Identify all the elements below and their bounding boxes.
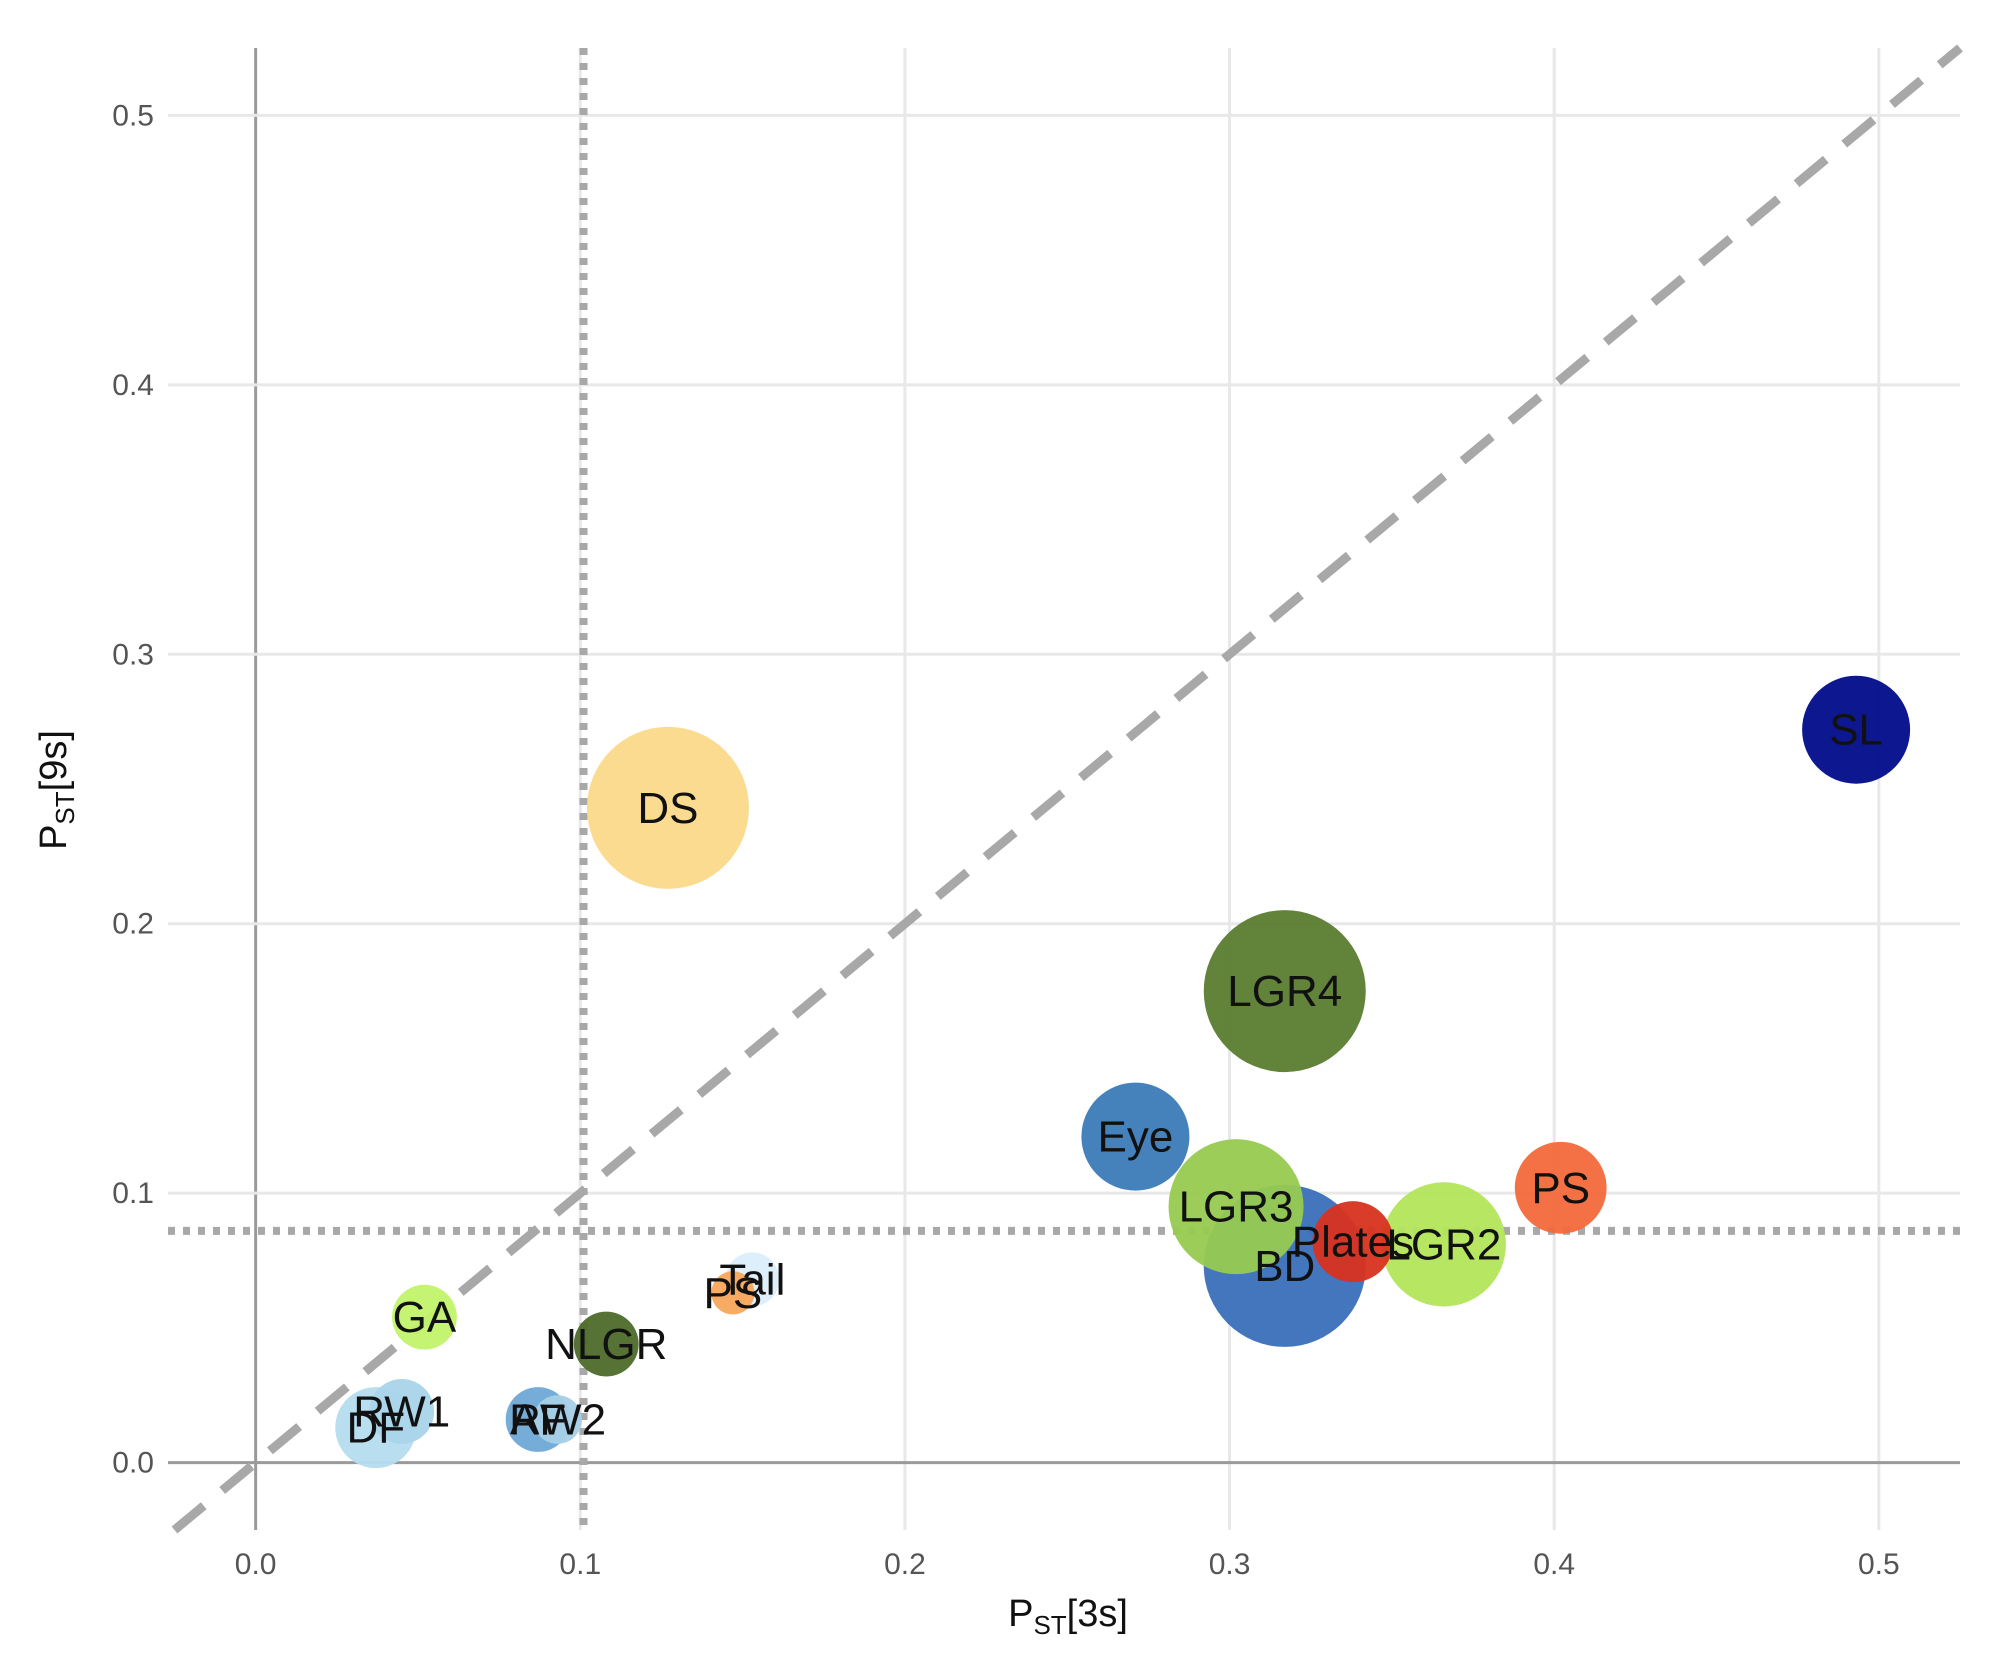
y-tick-label-4: 0.4 bbox=[112, 369, 154, 402]
point-label-ps-8: PS bbox=[1531, 1164, 1590, 1213]
point-label-ds-1: DS bbox=[637, 784, 698, 833]
point-label-tail-9: Tail bbox=[719, 1255, 785, 1304]
point-label-rw2-16: RW2 bbox=[509, 1396, 606, 1445]
point-ds-1 bbox=[586, 726, 749, 889]
point-label-ps-10: PS bbox=[704, 1269, 763, 1318]
point-labels: SLDSLGR4EyeBDLGR3PlatesLGR2PSTailPSGANLG… bbox=[346, 706, 1883, 1453]
point-label-af-15: AF bbox=[510, 1396, 566, 1445]
y-axis-title: PST[9s] bbox=[33, 730, 80, 850]
point-ps-10 bbox=[711, 1271, 755, 1315]
point-ga-11 bbox=[392, 1284, 457, 1350]
y-tick-label-5: 0.5 bbox=[112, 99, 154, 132]
data-points bbox=[335, 675, 1911, 1469]
point-lgr2-7 bbox=[1381, 1182, 1506, 1307]
x-tick-label-5: 0.5 bbox=[1858, 1548, 1900, 1581]
x-tick-label-2: 0.2 bbox=[884, 1548, 926, 1581]
point-eye-3 bbox=[1081, 1082, 1190, 1191]
point-label-lgr3-5: LGR3 bbox=[1179, 1183, 1294, 1232]
point-lgr4-2 bbox=[1203, 910, 1366, 1073]
tick-labels: 0.0 0.1 0.2 0.3 0.4 0.5 0.0 0.1 0.2 0.3 0.4 0.5 bbox=[112, 99, 1899, 1581]
x-tick-label-3: 0.3 bbox=[1209, 1548, 1251, 1581]
x-tick-label-1: 0.1 bbox=[559, 1548, 601, 1581]
identity-diagonal-line bbox=[171, 44, 1963, 1534]
point-label-lgr4-2: LGR4 bbox=[1227, 967, 1342, 1016]
y-tick-label-2: 0.2 bbox=[112, 908, 154, 941]
point-label-bd-4: BD bbox=[1254, 1242, 1315, 1291]
point-nlgr-12 bbox=[573, 1311, 639, 1377]
point-label-sl-0: SL bbox=[1829, 706, 1883, 755]
reference-lines bbox=[168, 44, 1963, 1534]
point-lgr3-5 bbox=[1168, 1139, 1304, 1275]
y-tick-label-3: 0.3 bbox=[112, 638, 154, 671]
x-tick-label-4: 0.4 bbox=[1533, 1548, 1575, 1581]
point-label-df-14: DF bbox=[346, 1404, 405, 1453]
point-label-eye-3: Eye bbox=[1098, 1113, 1174, 1162]
point-label-ga-11: GA bbox=[393, 1293, 457, 1342]
point-rw2-16 bbox=[533, 1395, 582, 1444]
point-rw1-13 bbox=[369, 1379, 435, 1444]
y-tick-label-0: 0.0 bbox=[112, 1447, 154, 1480]
point-label-plates-6: Plates bbox=[1292, 1218, 1414, 1267]
point-label-rw1-13: RW1 bbox=[353, 1387, 450, 1436]
point-label-nlgr-12: NLGR bbox=[545, 1320, 667, 1369]
point-plates-6 bbox=[1312, 1201, 1394, 1283]
point-sl-0 bbox=[1802, 675, 1911, 784]
y-tick-label-1: 0.1 bbox=[112, 1177, 154, 1210]
point-label-lgr2-7: LGR2 bbox=[1386, 1220, 1501, 1269]
grid bbox=[168, 48, 1960, 1530]
x-tick-label-0: 0.0 bbox=[235, 1548, 277, 1581]
x-axis-title: PST[3s] bbox=[1008, 1593, 1128, 1640]
point-ps-8 bbox=[1514, 1141, 1607, 1234]
